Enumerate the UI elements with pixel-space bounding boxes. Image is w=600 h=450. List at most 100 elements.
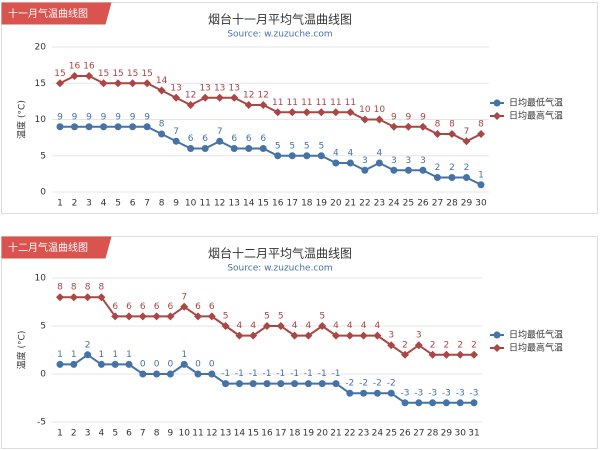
- point: [172, 93, 181, 102]
- x-tick-label: 5: [112, 429, 118, 439]
- point: [153, 370, 161, 378]
- data-label: 6: [195, 302, 201, 312]
- x-tick-label: 9: [168, 429, 174, 439]
- point: [273, 108, 282, 117]
- point: [129, 123, 137, 131]
- data-label: 5: [319, 312, 325, 322]
- data-label: 8: [435, 120, 441, 130]
- data-label: 2: [430, 340, 436, 350]
- point: [143, 79, 152, 88]
- data-label: 2: [402, 340, 408, 350]
- x-tick-label: 28: [446, 199, 458, 209]
- data-label: 5: [264, 312, 270, 322]
- x-tick-label: 17: [287, 199, 298, 209]
- point: [235, 380, 243, 388]
- point: [100, 123, 108, 131]
- data-label: 9: [57, 112, 63, 122]
- point: [114, 79, 123, 88]
- data-label: 11: [345, 98, 356, 108]
- data-label: 1: [478, 170, 484, 180]
- data-label: 8: [71, 283, 77, 293]
- point: [288, 108, 297, 117]
- point: [208, 370, 216, 378]
- point: [259, 101, 268, 109]
- x-tick-label: 13: [228, 199, 239, 209]
- x-tick-label: 25: [403, 199, 414, 209]
- data-label: 5: [223, 312, 229, 322]
- x-tick-label: 14: [234, 429, 246, 439]
- data-label: 5: [289, 141, 295, 151]
- point: [375, 115, 384, 124]
- data-label: 5: [304, 141, 310, 151]
- point: [215, 93, 224, 102]
- point: [332, 380, 340, 388]
- data-label: 15: [127, 69, 138, 79]
- x-tick-label: 20: [316, 429, 328, 439]
- point: [230, 93, 239, 102]
- data-label: -3: [442, 388, 451, 398]
- y-tick-label: 5: [40, 322, 46, 332]
- data-label: 9: [406, 112, 412, 122]
- point: [249, 380, 257, 388]
- data-label: 1: [112, 350, 118, 360]
- data-label: 7: [173, 127, 179, 137]
- data-label: 11: [301, 98, 312, 108]
- x-tick-label: 22: [359, 199, 370, 209]
- point: [414, 341, 423, 350]
- data-label: 15: [141, 69, 152, 79]
- data-label: 4: [377, 149, 383, 159]
- x-tick-label: 22: [344, 429, 355, 439]
- point: [477, 181, 485, 189]
- data-label: 16: [69, 62, 81, 72]
- x-tick-label: 25: [385, 429, 396, 439]
- point: [346, 159, 354, 167]
- x-tick-label: 21: [330, 429, 341, 439]
- data-label: 8: [85, 283, 91, 293]
- x-tick-label: 28: [427, 429, 439, 439]
- x-tick-label: 29: [461, 199, 473, 209]
- tab: [1, 2, 106, 25]
- data-label: 1: [181, 350, 187, 360]
- data-label: 13: [199, 83, 210, 93]
- data-label: 2: [449, 163, 455, 173]
- point: [418, 122, 427, 131]
- x-tick-label: 14: [243, 199, 255, 209]
- data-label: 3: [420, 156, 426, 166]
- point: [442, 350, 451, 359]
- x-tick-label: 13: [220, 429, 231, 439]
- data-label: 9: [420, 112, 426, 122]
- data-label: -1: [304, 369, 313, 379]
- x-tick-label: 10: [185, 199, 197, 209]
- point: [359, 331, 368, 340]
- x-tick-label: 19: [303, 429, 315, 439]
- x-tick-label: 30: [454, 429, 466, 439]
- point: [345, 331, 354, 340]
- point: [56, 123, 64, 131]
- panel: [1, 2, 598, 214]
- tab-notch: [105, 236, 112, 259]
- y-axis-label: 温度 (°C): [16, 331, 28, 370]
- chart-subtitle: Source: w.zuzuche.com: [227, 264, 332, 274]
- data-label: -3: [456, 388, 465, 398]
- x-tick-label: 26: [399, 429, 411, 439]
- tab: [1, 236, 106, 259]
- point: [276, 322, 285, 330]
- data-label: 12: [185, 91, 196, 101]
- chart-title: 烟台十一月平均气温曲线图: [208, 12, 352, 27]
- x-tick-label: 19: [316, 199, 328, 209]
- data-label: 3: [416, 331, 422, 341]
- data-label: 4: [347, 149, 353, 159]
- x-tick-label: 24: [372, 429, 384, 439]
- point: [201, 145, 209, 152]
- data-label: -3: [401, 388, 410, 398]
- y-tick-label: -5: [37, 418, 46, 428]
- data-label: 6: [202, 134, 208, 144]
- data-label: 11: [330, 98, 341, 108]
- y-tick-label: 0: [40, 188, 46, 198]
- data-label: 4: [292, 321, 298, 331]
- x-tick-label: 24: [388, 199, 400, 209]
- data-label: 0: [195, 360, 201, 370]
- point: [138, 312, 147, 321]
- x-tick-label: 6: [126, 429, 132, 439]
- x-tick-label: 15: [258, 199, 269, 209]
